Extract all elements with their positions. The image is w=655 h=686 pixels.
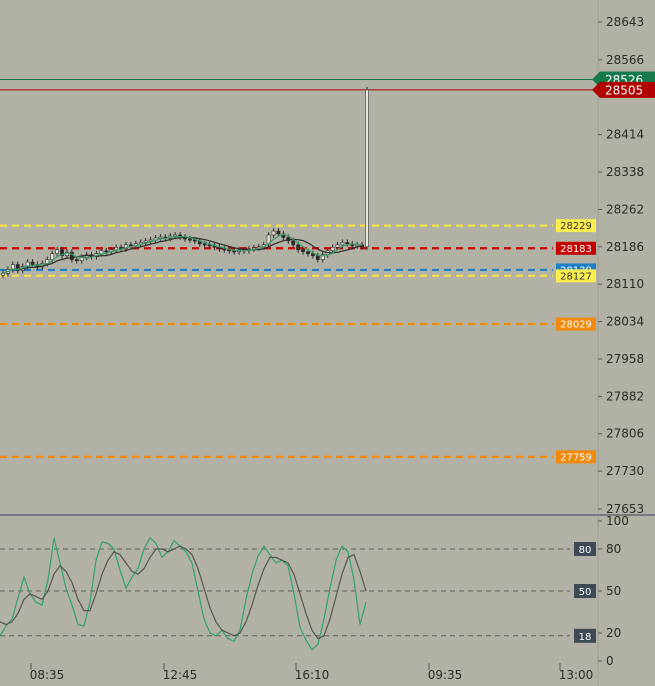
- time-tick-label: 09:35: [428, 668, 463, 682]
- oscillator-level-tag: [574, 542, 596, 556]
- candle[interactable]: [340, 242, 345, 246]
- time-tick-label: 13:00: [559, 668, 594, 682]
- level-tag[interactable]: [556, 219, 596, 233]
- price-tick-label: 28186: [606, 240, 644, 254]
- price-tick-label: 28110: [606, 277, 644, 291]
- price-pane[interactable]: 282292818328139281272802927759: [0, 79, 598, 464]
- price-tick-label: 28414: [606, 128, 644, 142]
- price-tick-label: 28566: [606, 53, 644, 67]
- candle[interactable]: [315, 255, 320, 260]
- candle[interactable]: [271, 230, 276, 236]
- candle[interactable]: [276, 230, 281, 235]
- level-tag-label: 28127: [560, 271, 592, 282]
- price-tick-label: 27882: [606, 389, 644, 403]
- candle[interactable]: [158, 236, 163, 239]
- price-tick-label: 27958: [606, 352, 644, 366]
- candle[interactable]: [335, 244, 340, 248]
- moving-average-line: [2, 236, 363, 274]
- oscillator-level-label: 18: [579, 632, 592, 643]
- level-tag[interactable]: [556, 450, 596, 464]
- candle[interactable]: [1, 273, 5, 276]
- current-price-label: 28505: [605, 83, 643, 97]
- candle[interactable]: [55, 249, 60, 254]
- candle[interactable]: [202, 243, 207, 246]
- candle[interactable]: [301, 249, 305, 253]
- level-tag-label: 28029: [560, 320, 592, 331]
- moving-average-line: [2, 233, 363, 274]
- candle[interactable]: [355, 244, 360, 247]
- candle[interactable]: [227, 249, 232, 252]
- candle[interactable]: [291, 240, 296, 246]
- candle[interactable]: [15, 264, 20, 271]
- oscillator-tick-label: 0: [606, 654, 614, 668]
- price-tick-label: 27730: [606, 464, 644, 478]
- current-price-tag[interactable]: [592, 81, 655, 98]
- candle[interactable]: [143, 240, 148, 243]
- candle[interactable]: [30, 261, 35, 265]
- oscillator-tick-label: 20: [606, 626, 621, 640]
- price-tick-label: 28338: [606, 165, 644, 179]
- candle[interactable]: [320, 254, 325, 260]
- candle[interactable]: [266, 234, 271, 246]
- price-tick-label: 28034: [606, 315, 644, 329]
- time-tick-label: 08:35: [30, 668, 65, 682]
- level-tag[interactable]: [556, 241, 596, 255]
- price-tick-label: 28262: [606, 202, 644, 216]
- candle[interactable]: [119, 246, 123, 250]
- level-tag[interactable]: [556, 317, 596, 331]
- oscillator-level-label: 80: [579, 545, 592, 556]
- candle[interactable]: [188, 238, 192, 241]
- level-tag-label: 27759: [560, 452, 592, 463]
- candle[interactable]: [104, 250, 109, 253]
- oscillator-level-label: 50: [579, 587, 592, 598]
- candle[interactable]: [310, 253, 315, 256]
- candle[interactable]: [128, 244, 133, 247]
- candle[interactable]: [222, 248, 227, 251]
- candle[interactable]: [207, 244, 212, 247]
- oscillator-level-tag: [574, 628, 596, 643]
- oscillator-tick-label: 50: [606, 584, 621, 598]
- oscillator-line[interactable]: [0, 545, 367, 640]
- price-tick-label: 27653: [606, 502, 644, 516]
- candle[interactable]: [148, 239, 153, 242]
- time-tick-label: 12:45: [163, 668, 198, 682]
- price-tick-label: 27806: [606, 427, 644, 441]
- level-tag[interactable]: [556, 269, 596, 283]
- oscillator-tick-label: 80: [606, 542, 621, 556]
- candle[interactable]: [50, 253, 55, 260]
- level-tag-label: 28229: [560, 221, 592, 232]
- candle[interactable]: [365, 89, 369, 248]
- candle[interactable]: [306, 251, 310, 254]
- candle[interactable]: [192, 239, 197, 242]
- candle[interactable]: [345, 242, 350, 245]
- oscillator-pane[interactable]: 80 50 18: [0, 536, 596, 651]
- price-tick-label: 28643: [606, 15, 644, 29]
- candle[interactable]: [69, 251, 74, 260]
- oscillator-tick-label: 100: [606, 514, 629, 528]
- candle[interactable]: [330, 246, 335, 252]
- level-tag-label: 28183: [560, 244, 592, 255]
- candle[interactable]: [60, 249, 64, 256]
- candle[interactable]: [296, 244, 301, 251]
- candle[interactable]: [74, 259, 79, 262]
- oscillator-level-tag: [574, 584, 596, 598]
- time-tick-label: 16:10: [295, 668, 330, 682]
